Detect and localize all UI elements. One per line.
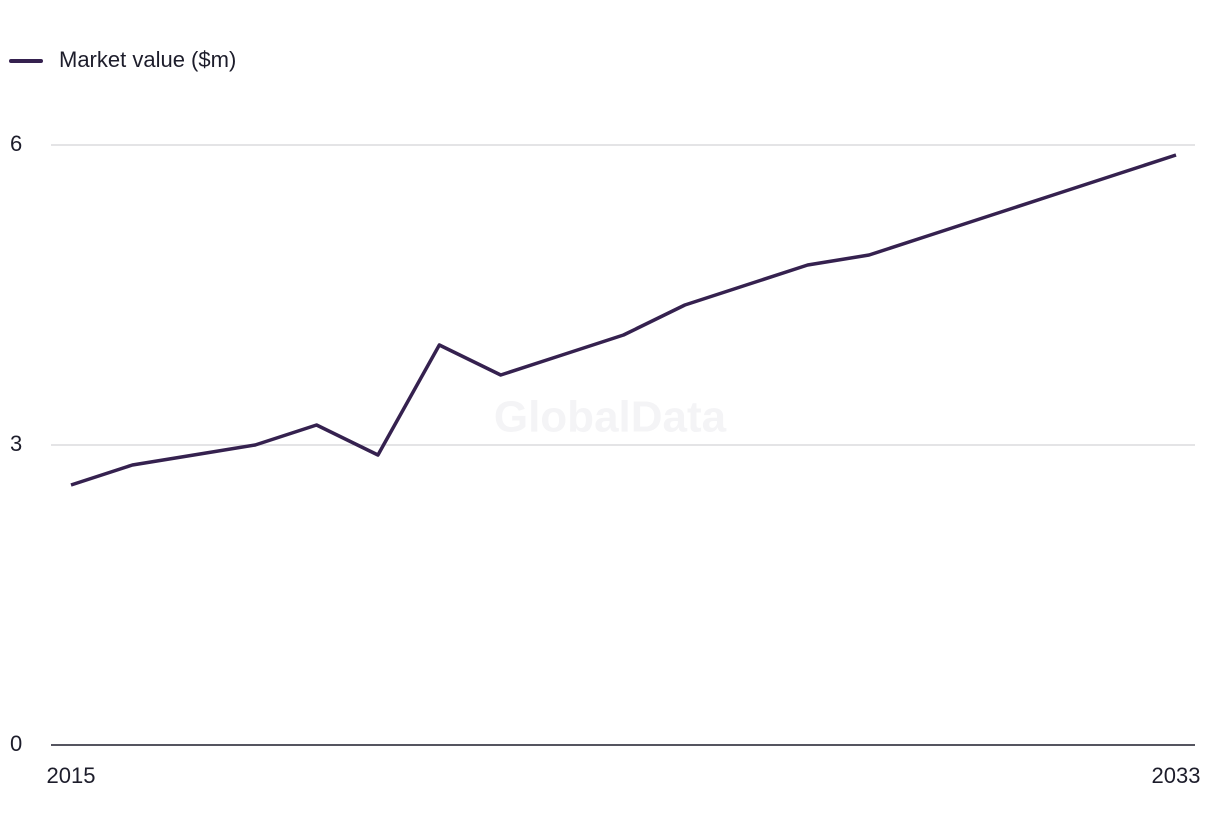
line [70,153,1177,487]
watermark: GlobalData [494,393,727,442]
x-tick-label: 2033 [1152,763,1201,788]
x-tick-label: 2015 [47,763,96,788]
y-tick-label: 3 [10,431,22,456]
y-tick-label: 0 [10,731,22,756]
y-tick-label: 6 [10,131,22,156]
legend-label: Market value ($m) [59,47,236,72]
